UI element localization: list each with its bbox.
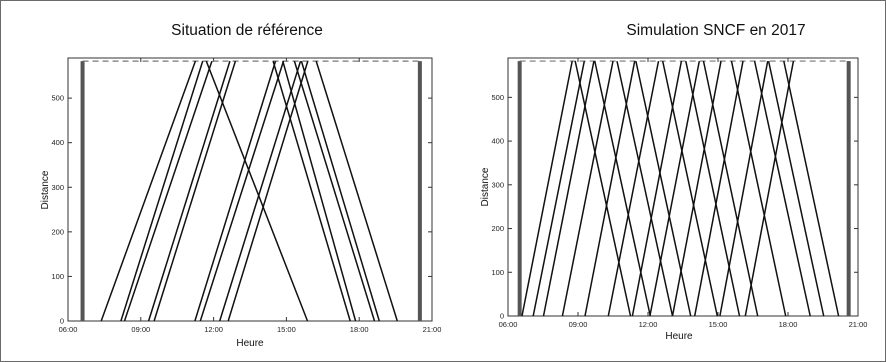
y-tick-label: 500 <box>51 94 64 103</box>
plot-frame-simulation <box>507 57 859 317</box>
x-tick-label: 15:00 <box>709 320 728 329</box>
terminal-bar <box>80 61 85 322</box>
terminal-bar <box>846 61 851 316</box>
chart-reference: Situation de référence 01002003004005000… <box>40 22 441 349</box>
x-tick-label: 21:00 <box>849 320 868 329</box>
y-tick-label: 100 <box>51 272 64 281</box>
train-path <box>671 60 722 317</box>
train-path <box>293 60 376 322</box>
train-path <box>661 60 719 317</box>
train-path <box>205 60 309 322</box>
x-axis-label-simulation: Heure <box>665 331 693 342</box>
train-path <box>272 60 351 322</box>
train-path <box>635 60 692 317</box>
train-path <box>100 60 197 322</box>
train-path <box>574 60 632 317</box>
train-path <box>753 60 811 317</box>
y-axis-label-reference: Distance <box>40 170 51 209</box>
x-tick-label: 09:00 <box>569 320 588 329</box>
x-tick-label: 15:00 <box>277 325 296 334</box>
train-path <box>532 60 586 317</box>
x-tick-label: 06:00 <box>499 320 518 329</box>
train-path <box>218 60 302 322</box>
train-path <box>542 60 595 317</box>
chart-simulation: Simulation SNCF en 2017 0 100 200 300 400 500… <box>480 22 867 342</box>
train-path <box>607 60 660 317</box>
train-path <box>521 60 573 317</box>
y-tick-label: 0 <box>500 312 504 321</box>
x-tick-label: 21:00 <box>423 325 442 334</box>
train-path <box>730 60 787 317</box>
train-path <box>767 60 825 317</box>
y-tick-label: 0 <box>60 317 64 326</box>
train-path <box>594 60 652 317</box>
train-path <box>315 60 399 322</box>
train-path <box>561 60 614 317</box>
y-tick-label: 500 <box>491 93 504 102</box>
train-path <box>744 60 795 317</box>
y-tick-label: 100 <box>491 268 504 277</box>
x-tick-label: 18:00 <box>779 320 798 329</box>
train-path <box>719 60 769 317</box>
train-path <box>282 60 357 322</box>
y-axis-label-simulation: Distance <box>480 167 491 206</box>
terminal-bar <box>417 61 422 322</box>
train-path <box>300 60 381 322</box>
y-tick-label: 400 <box>491 137 504 146</box>
chart-marks-simulation: 0 100 200 300 400 500 06:00 09:00 12:00 15:00 18:0… <box>491 58 867 329</box>
train-path <box>123 60 213 322</box>
x-tick-label: 18:00 <box>350 325 369 334</box>
train-path <box>783 60 840 317</box>
chart-title-reference: Situation de référence <box>171 22 323 39</box>
train-path <box>702 60 759 317</box>
x-tick-label: 12:00 <box>639 320 658 329</box>
x-tick-label: 12:00 <box>204 325 223 334</box>
train-path <box>693 60 744 317</box>
train-path <box>147 60 231 322</box>
y-tick-label: 300 <box>491 180 504 189</box>
x-tick-label: 09:00 <box>131 325 150 334</box>
terminal-bar <box>517 61 522 316</box>
plot-frame-reference <box>67 57 433 322</box>
train-path <box>194 60 277 322</box>
train-path <box>153 60 237 322</box>
train-path <box>584 60 636 317</box>
y-tick-label: 400 <box>51 138 64 147</box>
train-path <box>120 60 204 322</box>
x-tick-label: 06:00 <box>59 325 78 334</box>
train-path <box>616 60 674 317</box>
y-tick-label: 200 <box>491 224 504 233</box>
y-tick-label: 300 <box>51 183 64 192</box>
y-tick-label: 200 <box>51 227 64 236</box>
chart-title-simulation: Simulation SNCF en 2017 <box>626 22 805 39</box>
train-path <box>199 60 285 322</box>
train-path <box>649 60 701 317</box>
train-path <box>227 60 309 322</box>
train-path <box>685 60 741 317</box>
chart-marks-reference: 0 100 200 300 400 500 06:00 09:00 12:00 15:00 18:0… <box>51 58 441 334</box>
x-axis-label-reference: Heure <box>236 338 264 349</box>
